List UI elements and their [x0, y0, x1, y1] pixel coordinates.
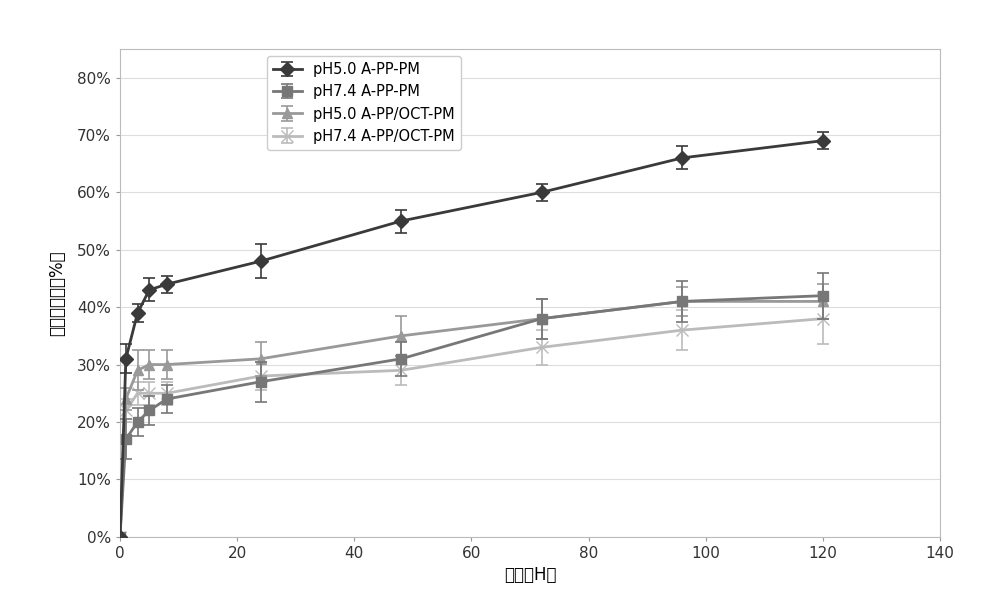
Legend: pH5.0 A-PP-PM, pH7.4 A-PP-PM, pH5.0 A-PP/OCT-PM, pH7.4 A-PP/OCT-PM: pH5.0 A-PP-PM, pH7.4 A-PP-PM, pH5.0 A-PP…: [267, 56, 461, 149]
Y-axis label: 药物释放度（%）: 药物释放度（%）: [48, 250, 66, 336]
X-axis label: 时间（H）: 时间（H）: [504, 566, 556, 584]
